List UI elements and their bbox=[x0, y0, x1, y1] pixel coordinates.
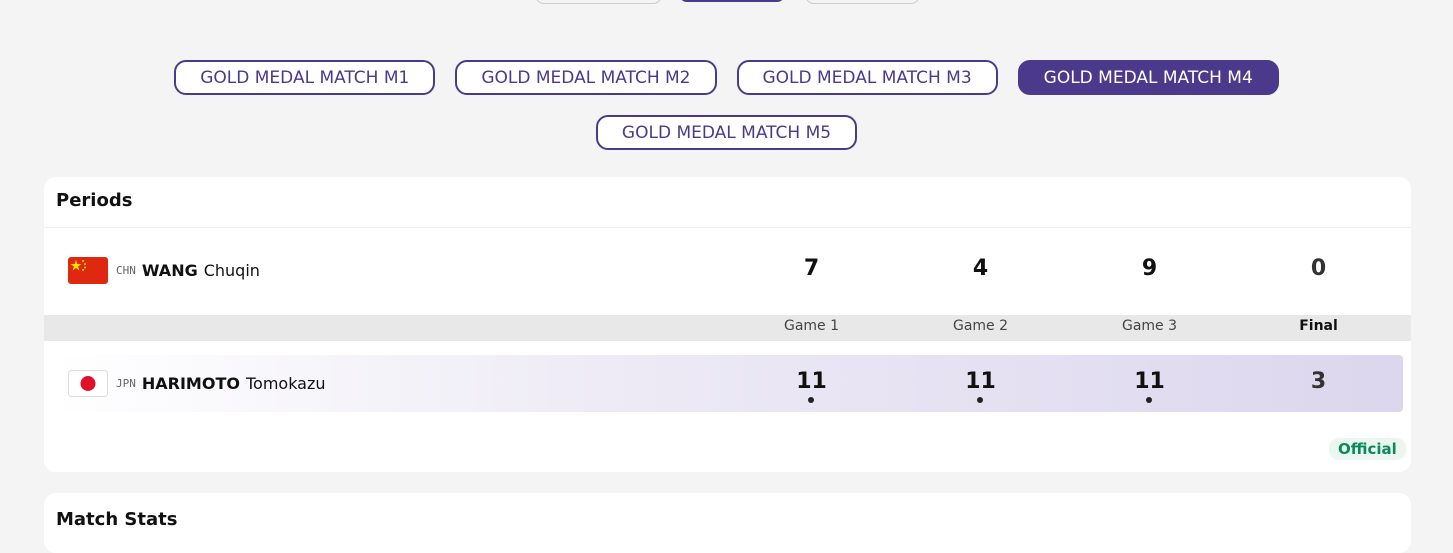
game-win-dot bbox=[808, 397, 814, 403]
flag-icon bbox=[68, 370, 108, 397]
section-title: Match Stats bbox=[56, 509, 178, 530]
match-tab[interactable]: GOLD MEDAL MATCH M5 bbox=[595, 115, 858, 150]
match-tab[interactable]: GOLD MEDAL MATCH M4 bbox=[1017, 60, 1279, 95]
partial-button[interactable] bbox=[679, 0, 785, 2]
column-label: Final bbox=[1299, 318, 1338, 334]
divider bbox=[44, 227, 1411, 228]
column-header-bar bbox=[44, 315, 1411, 341]
country-code: CHN bbox=[116, 264, 136, 277]
match-tab[interactable]: GOLD MEDAL MATCH M3 bbox=[736, 60, 998, 95]
column-label: Game 3 bbox=[1121, 318, 1178, 334]
player-name: CHN WANG Chuqin bbox=[68, 242, 260, 299]
match-stats-card: Match Stats bbox=[44, 493, 1411, 553]
score: 11 bbox=[1134, 369, 1165, 394]
score: 11 bbox=[965, 369, 996, 394]
player-row: CHN WANG Chuqin 7 4 9 0 bbox=[52, 242, 1403, 299]
surname: HARIMOTO bbox=[141, 374, 240, 393]
status-badge: Official bbox=[1329, 438, 1406, 460]
column-label: Game 1 bbox=[783, 318, 840, 334]
section-title: Periods bbox=[56, 190, 133, 211]
page: GOLD MEDAL MATCH M1 GOLD MEDAL MATCH M2 GO… bbox=[44, 0, 1411, 553]
game-win-dot bbox=[1146, 397, 1152, 403]
score: 11 bbox=[796, 369, 827, 394]
surname: WANG bbox=[141, 261, 198, 280]
score: 3 bbox=[1310, 369, 1327, 394]
score: 9 bbox=[1141, 256, 1158, 281]
given-name: Chuqin bbox=[203, 261, 260, 280]
game-win-dot bbox=[977, 397, 983, 403]
player-row: JPN HARIMOTO Tomokazu 11 11 11 3 bbox=[52, 355, 1403, 412]
match-tab[interactable]: GOLD MEDAL MATCH M2 bbox=[455, 60, 717, 95]
country-code: JPN bbox=[116, 377, 136, 390]
given-name: Tomokazu bbox=[245, 374, 326, 393]
match-tab[interactable]: GOLD MEDAL MATCH M1 bbox=[174, 60, 436, 95]
partial-button[interactable] bbox=[805, 0, 920, 4]
score: 0 bbox=[1310, 256, 1327, 281]
score: 4 bbox=[972, 256, 989, 281]
player-name: JPN HARIMOTO Tomokazu bbox=[68, 355, 326, 412]
score: 7 bbox=[803, 256, 820, 281]
periods-card: Periods Game 1 Game 2 Game 3 Final CHN WANG Ch… bbox=[44, 177, 1411, 472]
partial-button[interactable] bbox=[535, 0, 662, 4]
tab-bar: GOLD MEDAL MATCH M1 GOLD MEDAL MATCH M2 GO… bbox=[171, 60, 1282, 150]
column-label: Game 2 bbox=[952, 318, 1009, 334]
flag-icon bbox=[68, 257, 108, 284]
